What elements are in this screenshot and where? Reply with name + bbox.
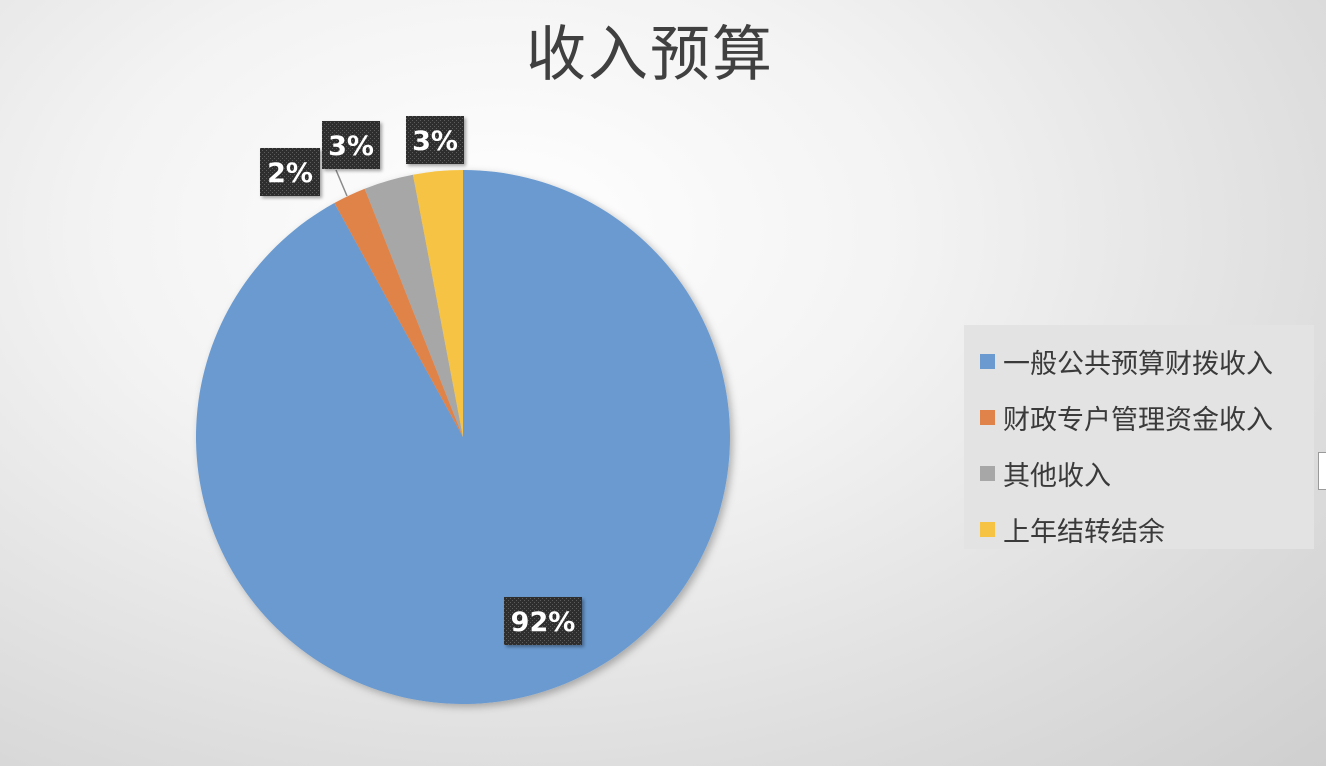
pie-slice — [334, 188, 463, 437]
data-label-box — [406, 116, 464, 164]
legend-swatch — [980, 409, 995, 425]
legend-label: 财政专户管理资金收入 — [1003, 404, 1273, 436]
chart-title: 收入预算 — [526, 20, 774, 90]
legend-swatch — [980, 521, 995, 537]
pie-slice — [412, 170, 463, 437]
data-label-text: 2% — [267, 158, 313, 189]
legend-item: 财政专户管理资金收入 — [980, 389, 1314, 445]
legend-item: 其他收入 — [980, 445, 1314, 501]
data-label-box — [504, 597, 582, 645]
legend-swatch — [980, 465, 995, 481]
data-label-text: 3% — [412, 126, 458, 157]
data-label: 92% — [504, 597, 582, 645]
label-leader-line — [335, 169, 348, 197]
data-label: 3% — [322, 121, 380, 169]
legend-swatch — [980, 353, 995, 369]
resize-handle[interactable] — [1318, 452, 1326, 490]
legend-item: 上年结转结余 — [980, 501, 1314, 557]
legend-item: 一般公共预算财拨收入 — [980, 333, 1314, 389]
data-label-box — [322, 121, 380, 169]
data-label: 2% — [260, 148, 320, 196]
legend-label: 上年结转结余 — [1003, 516, 1165, 548]
data-label-text: 3% — [328, 131, 374, 162]
chart-legend: 一般公共预算财拨收入 财政专户管理资金收入 其他收入 上年结转结余 — [964, 325, 1314, 549]
data-label-text: 92% — [511, 607, 576, 638]
data-label-box — [260, 148, 320, 196]
pie-slice — [364, 174, 463, 437]
pie-slice — [196, 170, 730, 705]
legend-label: 一般公共预算财拨收入 — [1003, 348, 1273, 380]
legend-label: 其他收入 — [1003, 460, 1111, 492]
data-label: 3% — [406, 116, 464, 164]
